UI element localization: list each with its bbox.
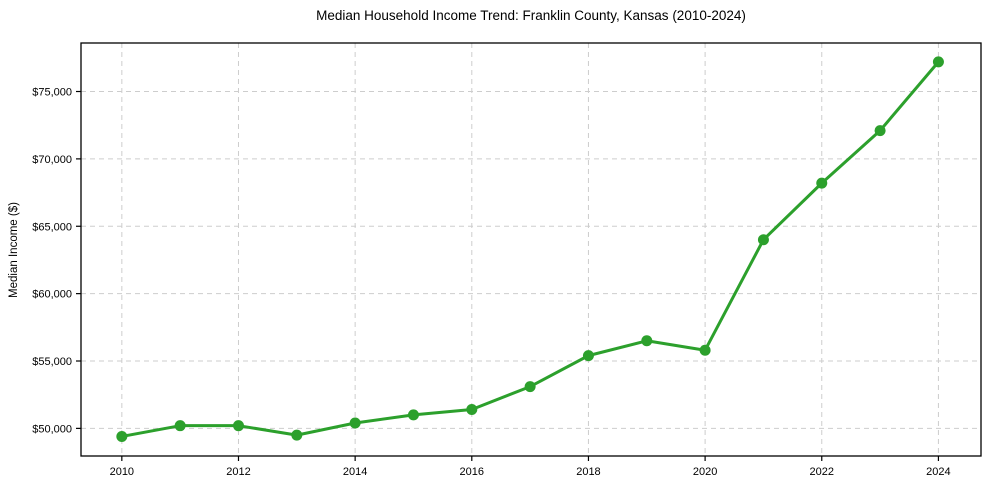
data-point [232,420,244,432]
data-point [641,335,653,347]
data-point [816,177,828,189]
data-point [524,381,536,393]
data-point [174,420,186,432]
plot-frame [80,42,982,457]
y-tick-label: $55,000 [32,356,72,368]
data-point [349,417,361,429]
x-tick-label: 2024 [926,466,950,478]
data-point [757,234,769,246]
y-tick-label: $75,000 [32,87,72,99]
data-point [699,344,711,356]
y-tick-label: $70,000 [32,154,72,166]
x-tick-label: 2012 [226,466,250,478]
trend-line [120,60,940,438]
data-point [466,404,478,416]
data-point [407,409,419,421]
y-tick-label: $65,000 [32,221,72,233]
x-tick-label: 2018 [576,466,600,478]
data-point [582,350,594,362]
x-tick-label: 2020 [693,466,717,478]
data-point [291,429,303,441]
chart-title: Median Household Income Trend: Franklin … [316,8,746,23]
data-point [932,56,944,68]
data-point [116,430,128,442]
x-tick-label: 2014 [343,466,367,478]
y-tick-label: $60,000 [32,289,72,301]
x-tick-label: 2022 [810,466,834,478]
x-tick-label: 2010 [110,466,134,478]
x-tick-label: 2016 [460,466,484,478]
y-tick-label: $50,000 [32,423,72,435]
data-point [874,125,886,137]
